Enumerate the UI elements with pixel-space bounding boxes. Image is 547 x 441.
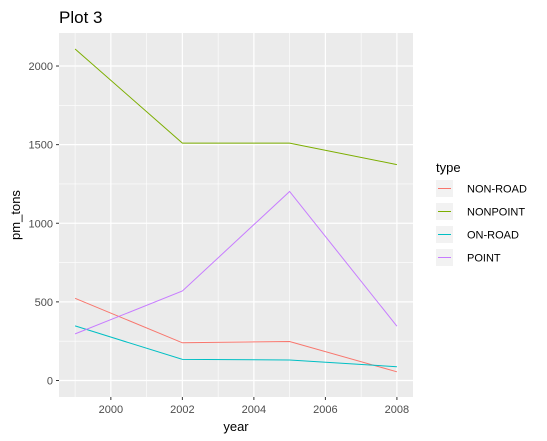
series-line-point [74,190,398,335]
grid-lines [59,33,413,397]
y-tick-label: 500 [35,297,53,309]
y-tick-label: 1500 [29,140,53,152]
x-tick-label: 2004 [242,404,266,416]
x-axis-title: year [223,419,249,434]
x-tick-label: 2006 [313,404,337,416]
x-tick-label: 2008 [385,404,409,416]
legend-title: type [436,160,461,175]
series-lines [74,48,398,373]
legend-label: ON-ROAD [467,230,519,242]
x-tick-label: 2000 [99,404,123,416]
x-tick-label: 2002 [170,404,194,416]
y-axis: 0 500 1000 1500 2000 [29,61,59,387]
legend-label: NON-ROAD [467,184,527,196]
y-tick-label: 2000 [29,61,53,73]
series-line-on-road [74,325,397,368]
x-axis: 2000 2002 2004 2006 2008 [99,397,409,416]
legend-label: NONPOINT [467,207,525,219]
legend-label: POINT [467,253,501,265]
y-tick-label: 0 [47,375,53,387]
series-line-non-road [74,297,398,373]
y-axis-title: pm_tons [8,190,23,240]
chart-title: Plot 3 [59,8,102,27]
legend: NON-ROAD NONPOINT ON-ROAD POINT [436,180,527,266]
series-line-nonpoint [74,48,397,166]
y-tick-label: 1000 [29,218,53,230]
plot-panel [59,33,413,397]
